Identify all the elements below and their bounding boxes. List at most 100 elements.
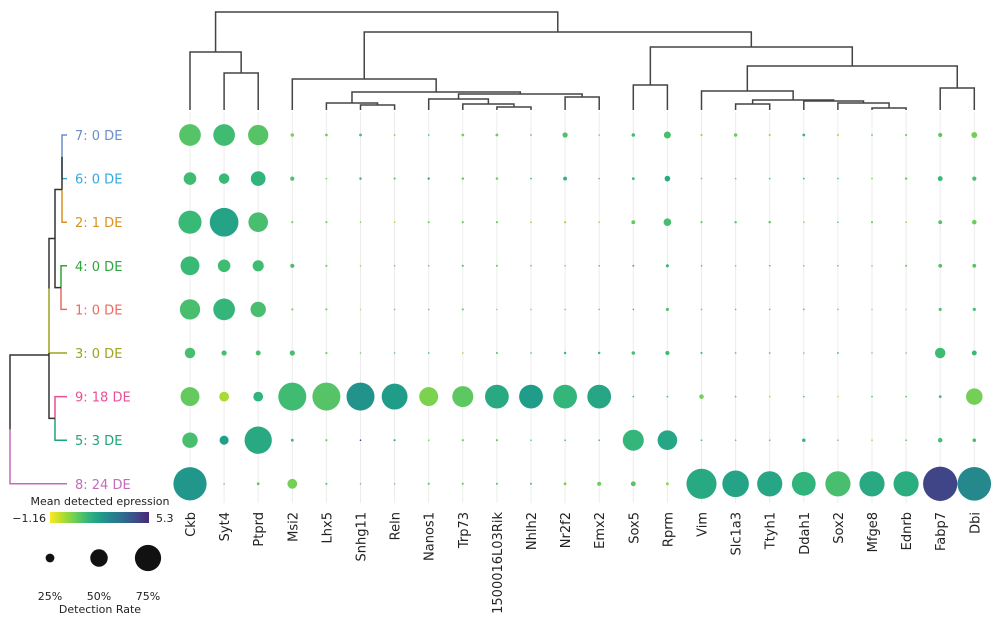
- branch-3: [48, 288, 67, 354]
- dot-5-Syt4: [219, 435, 229, 445]
- dot-2-Ptprd: [248, 212, 268, 232]
- dot-4-Rprm: [665, 264, 669, 268]
- dot-7-Nhlh2: [530, 134, 532, 136]
- dot-1-Sox2: [837, 308, 839, 311]
- dot-6-Nanos1: [427, 177, 430, 180]
- size-legend-label: 75%: [136, 590, 160, 603]
- dot-7-Nr2f2: [562, 132, 568, 138]
- dot-6-Sox2: [837, 177, 839, 180]
- dot-9-Emx2: [587, 384, 612, 409]
- dot-8-Emx2: [597, 481, 602, 486]
- dot-9-Dbi: [966, 388, 983, 405]
- gene-node-vim-fabp7: [746, 65, 958, 91]
- dot-1-1500016L03Rik: [496, 308, 498, 311]
- dot-5-Ttyh1: [768, 439, 771, 442]
- dot-2-Nanos1: [427, 221, 430, 224]
- dot-5-Emx2: [598, 439, 600, 442]
- dot-3-Vim: [700, 351, 703, 355]
- dot-1-Nhlh2: [530, 308, 532, 311]
- size-legend-dot: [134, 544, 162, 572]
- dot-2-Rprm: [663, 218, 672, 227]
- dot-2-Lhx5: [325, 221, 328, 224]
- branch-5: [54, 418, 67, 441]
- dot-1-Vim: [700, 308, 703, 311]
- dot-6-Msi2: [290, 176, 295, 181]
- dot-7-Ptprd: [248, 124, 269, 146]
- gene-node-lhx5: [325, 102, 379, 110]
- dot-7-Sox5: [631, 133, 636, 137]
- dot-3-Fabp7: [934, 347, 946, 359]
- dot-6-Trp73: [461, 177, 465, 180]
- dot-1-Fabp7: [938, 307, 942, 311]
- dot-7-1500016L03Rik: [495, 133, 499, 137]
- dot-5-Rprm: [657, 430, 678, 451]
- gene-axis-labels: Ckb Syt4 Ptprd Msi2 Lhx5 Snhg11 Reln Nanos1 Trp7…: [184, 512, 983, 614]
- branch-root: [9, 354, 49, 430]
- colorbar-max-label: 5.3: [156, 512, 174, 525]
- dot-4-Syt4: [217, 259, 231, 273]
- gene-label: Mfge8: [866, 512, 881, 552]
- dot-1-Ednrb: [905, 308, 907, 311]
- cluster-label: 1: 0 DE: [75, 303, 122, 318]
- dot-2-Dbi: [972, 219, 977, 225]
- dot-9-Snhg11: [346, 382, 375, 411]
- dot-2-Ckb: [178, 210, 202, 234]
- dot-6-Rprm: [664, 175, 671, 182]
- gene-label: Ckb: [184, 512, 199, 537]
- gene-label: Trp73: [457, 512, 472, 549]
- dot-5-Lhx5: [325, 439, 328, 442]
- dot-9-Ddah1: [802, 395, 805, 398]
- size-legend-label: 50%: [87, 590, 111, 603]
- gene-gridlines: [189, 112, 975, 503]
- dot-4-1500016L03Rik: [495, 264, 498, 267]
- branch-9: [54, 395, 67, 419]
- gene-label: Sox2: [832, 512, 847, 544]
- dot-5-Ckb: [182, 432, 198, 448]
- dot-7-Fabp7: [938, 132, 943, 138]
- branch-7: [61, 134, 67, 157]
- dot-2-Snhg11: [359, 221, 362, 223]
- dot-8-Ptprd: [256, 482, 260, 486]
- dot-7-Slc1a3: [733, 133, 738, 137]
- dot-7-Emx2: [598, 134, 600, 136]
- gene-label: Nhlh2: [525, 512, 540, 550]
- gene-label: Fabp7: [934, 512, 949, 551]
- dot-9-Ckb: [180, 387, 200, 407]
- dot-2-Sox2: [837, 221, 839, 223]
- cluster-label: 5: 3 DE: [75, 434, 122, 449]
- colorbar: [50, 512, 149, 523]
- dot-6-Dbi: [972, 176, 977, 181]
- dot-2-Sox5: [631, 220, 636, 225]
- dot-2-Syt4: [209, 207, 239, 237]
- dot-3-Nhlh2: [530, 352, 532, 354]
- dot-7-Msi2: [290, 133, 295, 137]
- gene-label: Reln: [389, 512, 404, 540]
- dot-8-Nr2f2: [563, 482, 567, 486]
- dot-8-Sox5: [630, 481, 636, 487]
- dot-4-Nhlh2: [530, 265, 532, 267]
- dot-1-Nr2f2: [564, 308, 566, 311]
- dot-5-Vim: [700, 439, 703, 442]
- dot-1-Emx2: [598, 308, 600, 311]
- gene-label: Sox5: [627, 512, 642, 544]
- dot-1-Ttyh1: [768, 308, 771, 311]
- dot-1-Nanos1: [427, 308, 430, 311]
- dot-7-Snhg11: [359, 133, 362, 137]
- dot-5-Ednrb: [905, 439, 907, 442]
- dot-1-Rprm: [665, 307, 669, 311]
- dot-2-Emx2: [598, 221, 600, 223]
- dot-8-Nhlh2: [529, 482, 533, 485]
- dot-5-Nr2f2: [564, 439, 566, 442]
- dot-4-Mfge8: [871, 265, 873, 267]
- gene-label: 1500016L03Rik: [491, 512, 506, 614]
- dot-5-Ptprd: [244, 426, 272, 454]
- dot-9-Nanos1: [419, 387, 439, 407]
- dot-5-Ddah1: [802, 438, 806, 442]
- dot-5-Dbi: [972, 438, 977, 442]
- dot-4-Sox2: [837, 265, 839, 267]
- dot-3-Ckb: [184, 347, 196, 359]
- dot-5-Nanos1: [427, 439, 430, 442]
- dot-2-Mfge8: [870, 221, 874, 224]
- dot-2-Msi2: [291, 221, 294, 224]
